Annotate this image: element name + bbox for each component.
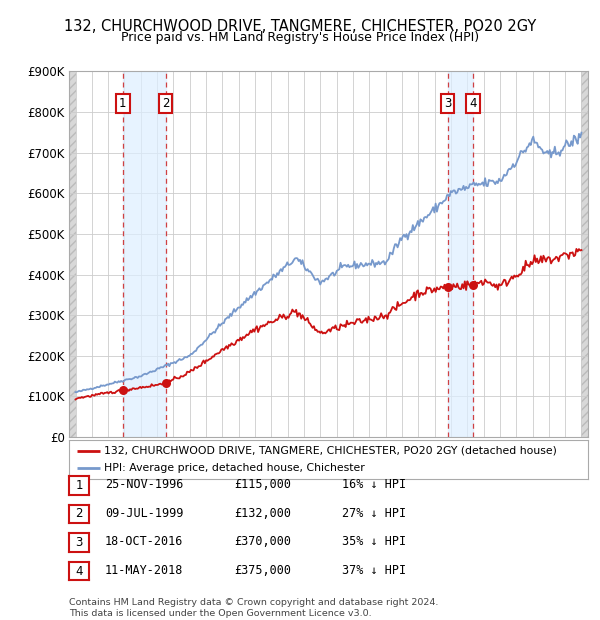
Text: 3: 3 bbox=[76, 536, 83, 549]
Text: 16% ↓ HPI: 16% ↓ HPI bbox=[342, 479, 406, 491]
Text: HPI: Average price, detached house, Chichester: HPI: Average price, detached house, Chic… bbox=[104, 463, 365, 473]
Text: 25-NOV-1996: 25-NOV-1996 bbox=[105, 479, 184, 491]
Text: 4: 4 bbox=[76, 565, 83, 577]
Bar bbox=[448, 71, 473, 437]
Text: 09-JUL-1999: 09-JUL-1999 bbox=[105, 507, 184, 520]
Bar bbox=[581, 71, 588, 437]
Text: 1: 1 bbox=[119, 97, 127, 110]
Text: £375,000: £375,000 bbox=[234, 564, 291, 577]
Text: 2: 2 bbox=[76, 508, 83, 520]
Text: Contains HM Land Registry data © Crown copyright and database right 2024.
This d: Contains HM Land Registry data © Crown c… bbox=[69, 598, 439, 618]
Text: 1: 1 bbox=[76, 479, 83, 492]
Text: 37% ↓ HPI: 37% ↓ HPI bbox=[342, 564, 406, 577]
Bar bbox=[69, 71, 76, 437]
Text: 132, CHURCHWOOD DRIVE, TANGMERE, CHICHESTER, PO20 2GY: 132, CHURCHWOOD DRIVE, TANGMERE, CHICHES… bbox=[64, 19, 536, 33]
Text: 2: 2 bbox=[162, 97, 169, 110]
Text: £370,000: £370,000 bbox=[234, 536, 291, 548]
Text: 35% ↓ HPI: 35% ↓ HPI bbox=[342, 536, 406, 548]
Text: £132,000: £132,000 bbox=[234, 507, 291, 520]
Text: Price paid vs. HM Land Registry's House Price Index (HPI): Price paid vs. HM Land Registry's House … bbox=[121, 31, 479, 44]
Text: 27% ↓ HPI: 27% ↓ HPI bbox=[342, 507, 406, 520]
Bar bbox=[123, 71, 166, 437]
Text: 4: 4 bbox=[469, 97, 477, 110]
Text: 132, CHURCHWOOD DRIVE, TANGMERE, CHICHESTER, PO20 2GY (detached house): 132, CHURCHWOOD DRIVE, TANGMERE, CHICHES… bbox=[104, 446, 557, 456]
Text: 18-OCT-2016: 18-OCT-2016 bbox=[105, 536, 184, 548]
Text: 11-MAY-2018: 11-MAY-2018 bbox=[105, 564, 184, 577]
Text: £115,000: £115,000 bbox=[234, 479, 291, 491]
Text: 3: 3 bbox=[444, 97, 451, 110]
